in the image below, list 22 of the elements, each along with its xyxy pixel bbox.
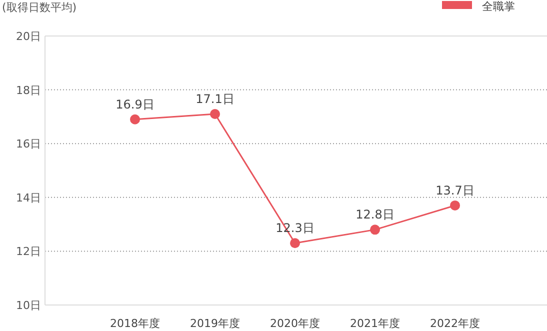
x-tick-label: 2021年度	[350, 317, 400, 330]
y-tick-label: 12日	[16, 245, 41, 258]
text: 12.8日	[356, 208, 394, 222]
point	[130, 114, 140, 124]
legend-label: 全職掌	[482, 0, 515, 13]
y-tick-label: 18日	[16, 84, 41, 97]
text: 17.1日	[196, 92, 234, 106]
y-axis-title: (取得日数平均)	[2, 1, 77, 14]
x-tick-label: 2020年度	[270, 317, 320, 330]
point	[210, 109, 220, 120]
x-tick-label: 2018年度	[110, 317, 160, 330]
y-tick-label: 20日	[16, 30, 41, 43]
x-tick-label: 2019年度	[190, 317, 240, 330]
point	[450, 200, 460, 210]
x-tick-label: 2022年度	[430, 317, 480, 330]
y-tick-label: 10日	[16, 299, 41, 312]
text: 16.9日	[116, 97, 154, 112]
y-tick-label: 14日	[16, 191, 41, 204]
point	[290, 238, 300, 248]
text: 13.7日	[436, 183, 474, 198]
point	[370, 224, 380, 235]
y-tick-label: 16日	[16, 138, 41, 151]
